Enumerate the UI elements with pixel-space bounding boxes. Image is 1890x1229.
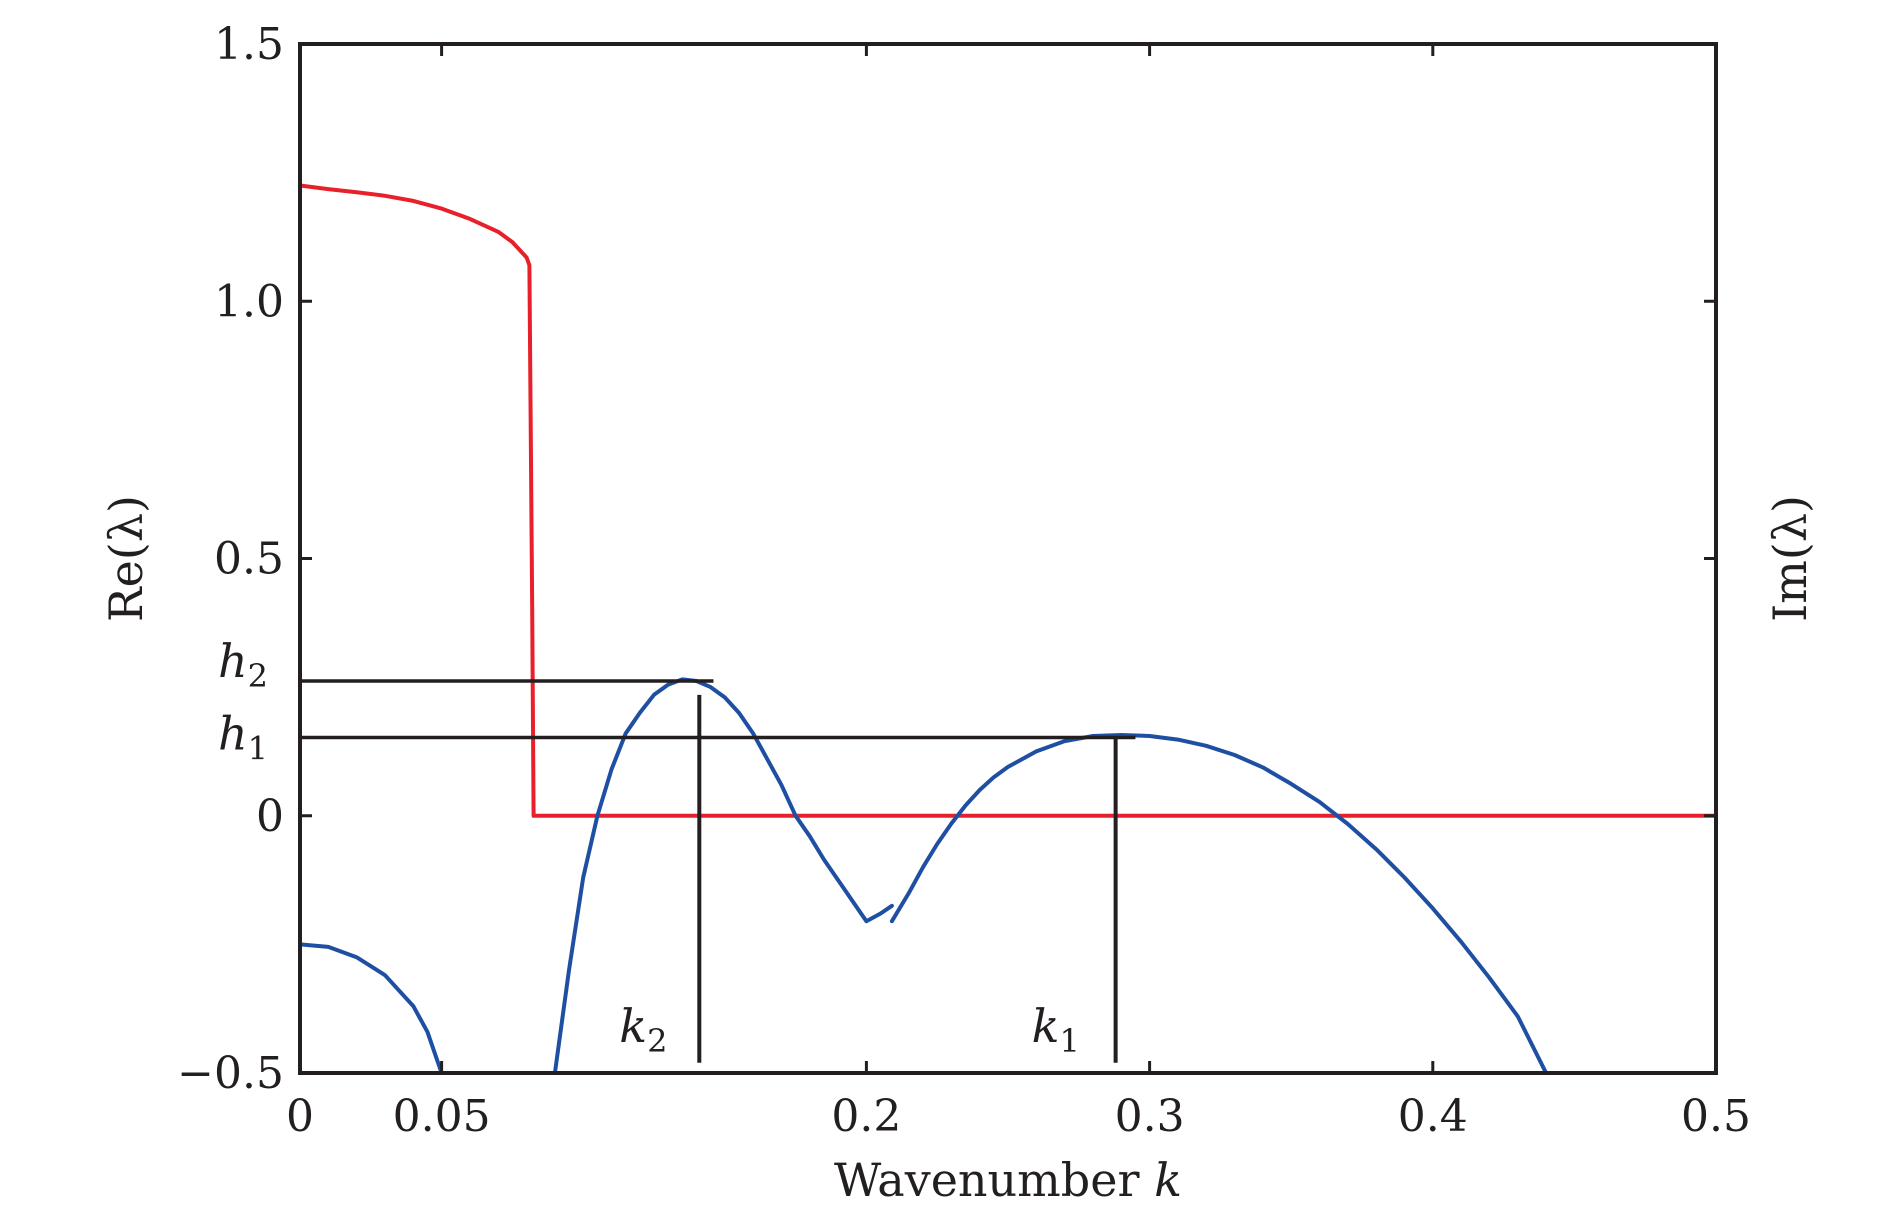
x-tick-label-0: 0 (286, 1091, 314, 1142)
h2-label: h2 (218, 634, 268, 695)
series-line-red-0 (300, 183, 1716, 818)
x-tick-label-3: 0.3 (1115, 1091, 1185, 1142)
series-line-blue-2 (552, 677, 894, 1073)
y-tick-label-3: 1.0 (214, 276, 284, 327)
series-line-blue-3 (889, 733, 1549, 1073)
x-tick-label-2: 0.2 (831, 1091, 901, 1142)
series-layer (300, 183, 1716, 1073)
y-axis-title-right: Im(λ) (1763, 495, 1817, 622)
y-tick-label-2: 0.5 (214, 534, 284, 585)
h1-label: h1 (218, 707, 268, 768)
series-line-blue-1 (300, 942, 444, 1073)
x-tick-label-4: 0.4 (1398, 1091, 1468, 1142)
x-tick-label-1: 0.05 (393, 1091, 491, 1142)
annotation-layer (300, 679, 1136, 1063)
y-tick-label-4: 1.5 (214, 19, 284, 70)
y-tick-label-1: 0 (256, 791, 284, 842)
plot-frame (298, 42, 1718, 1075)
k2-label: k2 (619, 999, 667, 1060)
axes-layer (298, 42, 1718, 1075)
k1-label: k1 (1032, 999, 1080, 1060)
x-tick-label-5: 0.5 (1681, 1091, 1751, 1142)
x-axis-title: Wavenumber k (834, 1153, 1182, 1207)
y-tick-label-0: −0.5 (177, 1048, 284, 1099)
y-axis-title-left: Re(λ) (99, 495, 153, 622)
